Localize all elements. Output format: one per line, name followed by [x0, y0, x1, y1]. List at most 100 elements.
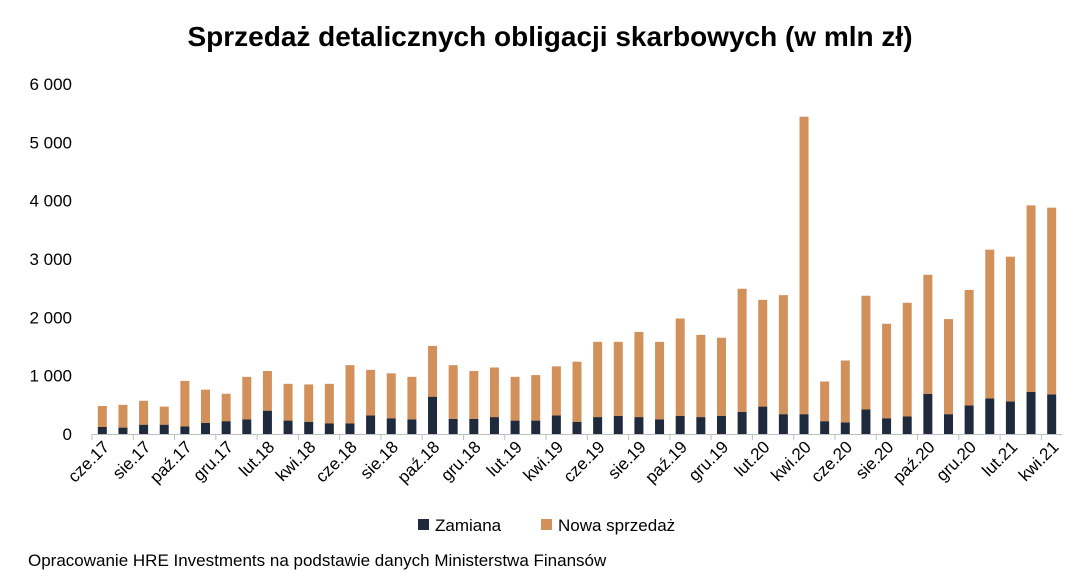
y-tick-label: 6 000	[29, 75, 72, 94]
x-tick-label: cze.18	[312, 437, 361, 486]
bar-nowa-sprzedaz	[675, 318, 685, 416]
bar-nowa-sprzedaz	[1026, 205, 1036, 392]
bar-nowa-sprzedaz	[716, 337, 726, 416]
legend-swatch-nowa-sprzedaz	[541, 519, 552, 530]
bar-zamiana	[262, 410, 272, 434]
bar-zamiana	[139, 424, 149, 434]
bar-zamiana	[366, 415, 376, 434]
x-tick-label: gru.17	[189, 437, 237, 485]
bar-nowa-sprzedaz	[799, 116, 809, 415]
bar-nowa-sprzedaz	[324, 383, 334, 424]
bar-nowa-sprzedaz	[840, 360, 850, 423]
x-tick-label: cze.17	[64, 437, 113, 486]
bar-zamiana	[242, 419, 252, 434]
bar-nowa-sprzedaz	[159, 406, 169, 425]
bar-zamiana	[324, 423, 334, 434]
x-tick-label: gru.19	[685, 437, 733, 485]
bar-zamiana	[799, 414, 809, 434]
x-tick-label: paź.18	[394, 437, 444, 487]
bar-zamiana	[510, 420, 520, 434]
bar-zamiana	[985, 398, 995, 434]
bar-zamiana	[118, 427, 128, 434]
y-tick-label: 4 000	[29, 192, 72, 211]
y-axis: 0 1 000 2 000 3 000 4 000 5 000 6 000	[29, 75, 72, 444]
bar-nowa-sprzedaz	[448, 365, 458, 419]
bar-nowa-sprzedaz	[180, 380, 190, 427]
bar-zamiana	[716, 415, 726, 434]
bar-zamiana	[840, 422, 850, 434]
bar-nowa-sprzedaz	[737, 288, 747, 412]
bar-nowa-sprzedaz	[139, 400, 149, 425]
x-tick-label: paź.20	[889, 437, 939, 487]
x-tick-label: kwi.20	[767, 437, 815, 485]
bar-zamiana	[428, 396, 438, 434]
x-tick-label: kwi.21	[1015, 437, 1063, 485]
bar-nowa-sprzedaz	[386, 373, 396, 419]
bar-nowa-sprzedaz	[407, 376, 417, 420]
bar-nowa-sprzedaz	[489, 367, 499, 418]
bar-nowa-sprzedaz	[262, 371, 272, 411]
y-tick-label: 5 000	[29, 133, 72, 152]
bar-zamiana	[180, 426, 190, 434]
bar-nowa-sprzedaz	[469, 371, 479, 419]
bar-zamiana	[613, 415, 623, 434]
x-tick-label: lut.19	[483, 437, 526, 480]
legend-label-nowa-sprzedaz: Nowa sprzedaż	[558, 516, 675, 535]
y-tick-label: 3 000	[29, 250, 72, 269]
legend-label-zamiana: Zamiana	[435, 516, 502, 535]
bar-zamiana	[572, 421, 582, 434]
x-tick-label: lut.20	[731, 437, 774, 480]
bar-nowa-sprzedaz	[221, 393, 231, 422]
bar-nowa-sprzedaz	[118, 404, 128, 428]
bar-zamiana	[489, 417, 499, 434]
bar-zamiana	[97, 427, 107, 434]
bar-zamiana	[593, 417, 603, 434]
bar-nowa-sprzedaz	[366, 369, 376, 416]
bar-zamiana	[221, 421, 231, 434]
bar-nowa-sprzedaz	[593, 341, 603, 418]
bar-zamiana	[758, 406, 768, 434]
bar-zamiana	[696, 417, 706, 434]
bar-zamiana	[902, 416, 912, 434]
bar-zamiana	[201, 422, 211, 434]
bar-zamiana	[943, 414, 953, 434]
bar-nowa-sprzedaz	[943, 319, 953, 415]
bar-zamiana	[407, 419, 417, 434]
bar-nowa-sprzedaz	[283, 383, 293, 421]
bar-zamiana	[923, 393, 933, 434]
bar-nowa-sprzedaz	[820, 381, 830, 422]
bar-zamiana	[283, 420, 293, 434]
bar-nowa-sprzedaz	[861, 295, 871, 410]
x-tick-label: cze.19	[560, 437, 609, 486]
bar-zamiana	[304, 421, 314, 434]
bar-nowa-sprzedaz	[778, 295, 788, 415]
y-tick-label: 0	[63, 425, 72, 444]
bar-zamiana	[1026, 392, 1036, 434]
bar-nowa-sprzedaz	[572, 361, 582, 422]
bar-nowa-sprzedaz	[242, 376, 252, 420]
source-note: Opracowanie HRE Investments na podstawie…	[28, 551, 607, 570]
x-tick-label: lut.18	[235, 437, 278, 480]
bar-zamiana	[737, 411, 747, 434]
x-axis: cze.17sie.17paź.17gru.17lut.18kwi.18cze.…	[64, 434, 1063, 487]
bar-zamiana	[386, 418, 396, 434]
bar-nowa-sprzedaz	[696, 334, 706, 418]
bar-nowa-sprzedaz	[551, 366, 561, 416]
bar-nowa-sprzedaz	[902, 302, 912, 417]
x-tick-label: paź.19	[641, 437, 691, 487]
bar-nowa-sprzedaz	[1047, 207, 1057, 395]
bar-nowa-sprzedaz	[345, 365, 355, 424]
bar-zamiana	[861, 409, 871, 434]
bar-nowa-sprzedaz	[613, 341, 623, 416]
bar-zamiana	[882, 418, 892, 434]
bar-zamiana	[159, 424, 169, 434]
bar-nowa-sprzedaz	[964, 289, 974, 406]
x-tick-label: paź.17	[146, 437, 196, 487]
y-tick-label: 1 000	[29, 367, 72, 386]
bar-nowa-sprzedaz	[428, 345, 438, 397]
bar-zamiana	[1005, 401, 1015, 434]
x-tick-label: kwi.18	[272, 437, 320, 485]
bar-nowa-sprzedaz	[1005, 256, 1015, 402]
bar-zamiana	[634, 417, 644, 434]
